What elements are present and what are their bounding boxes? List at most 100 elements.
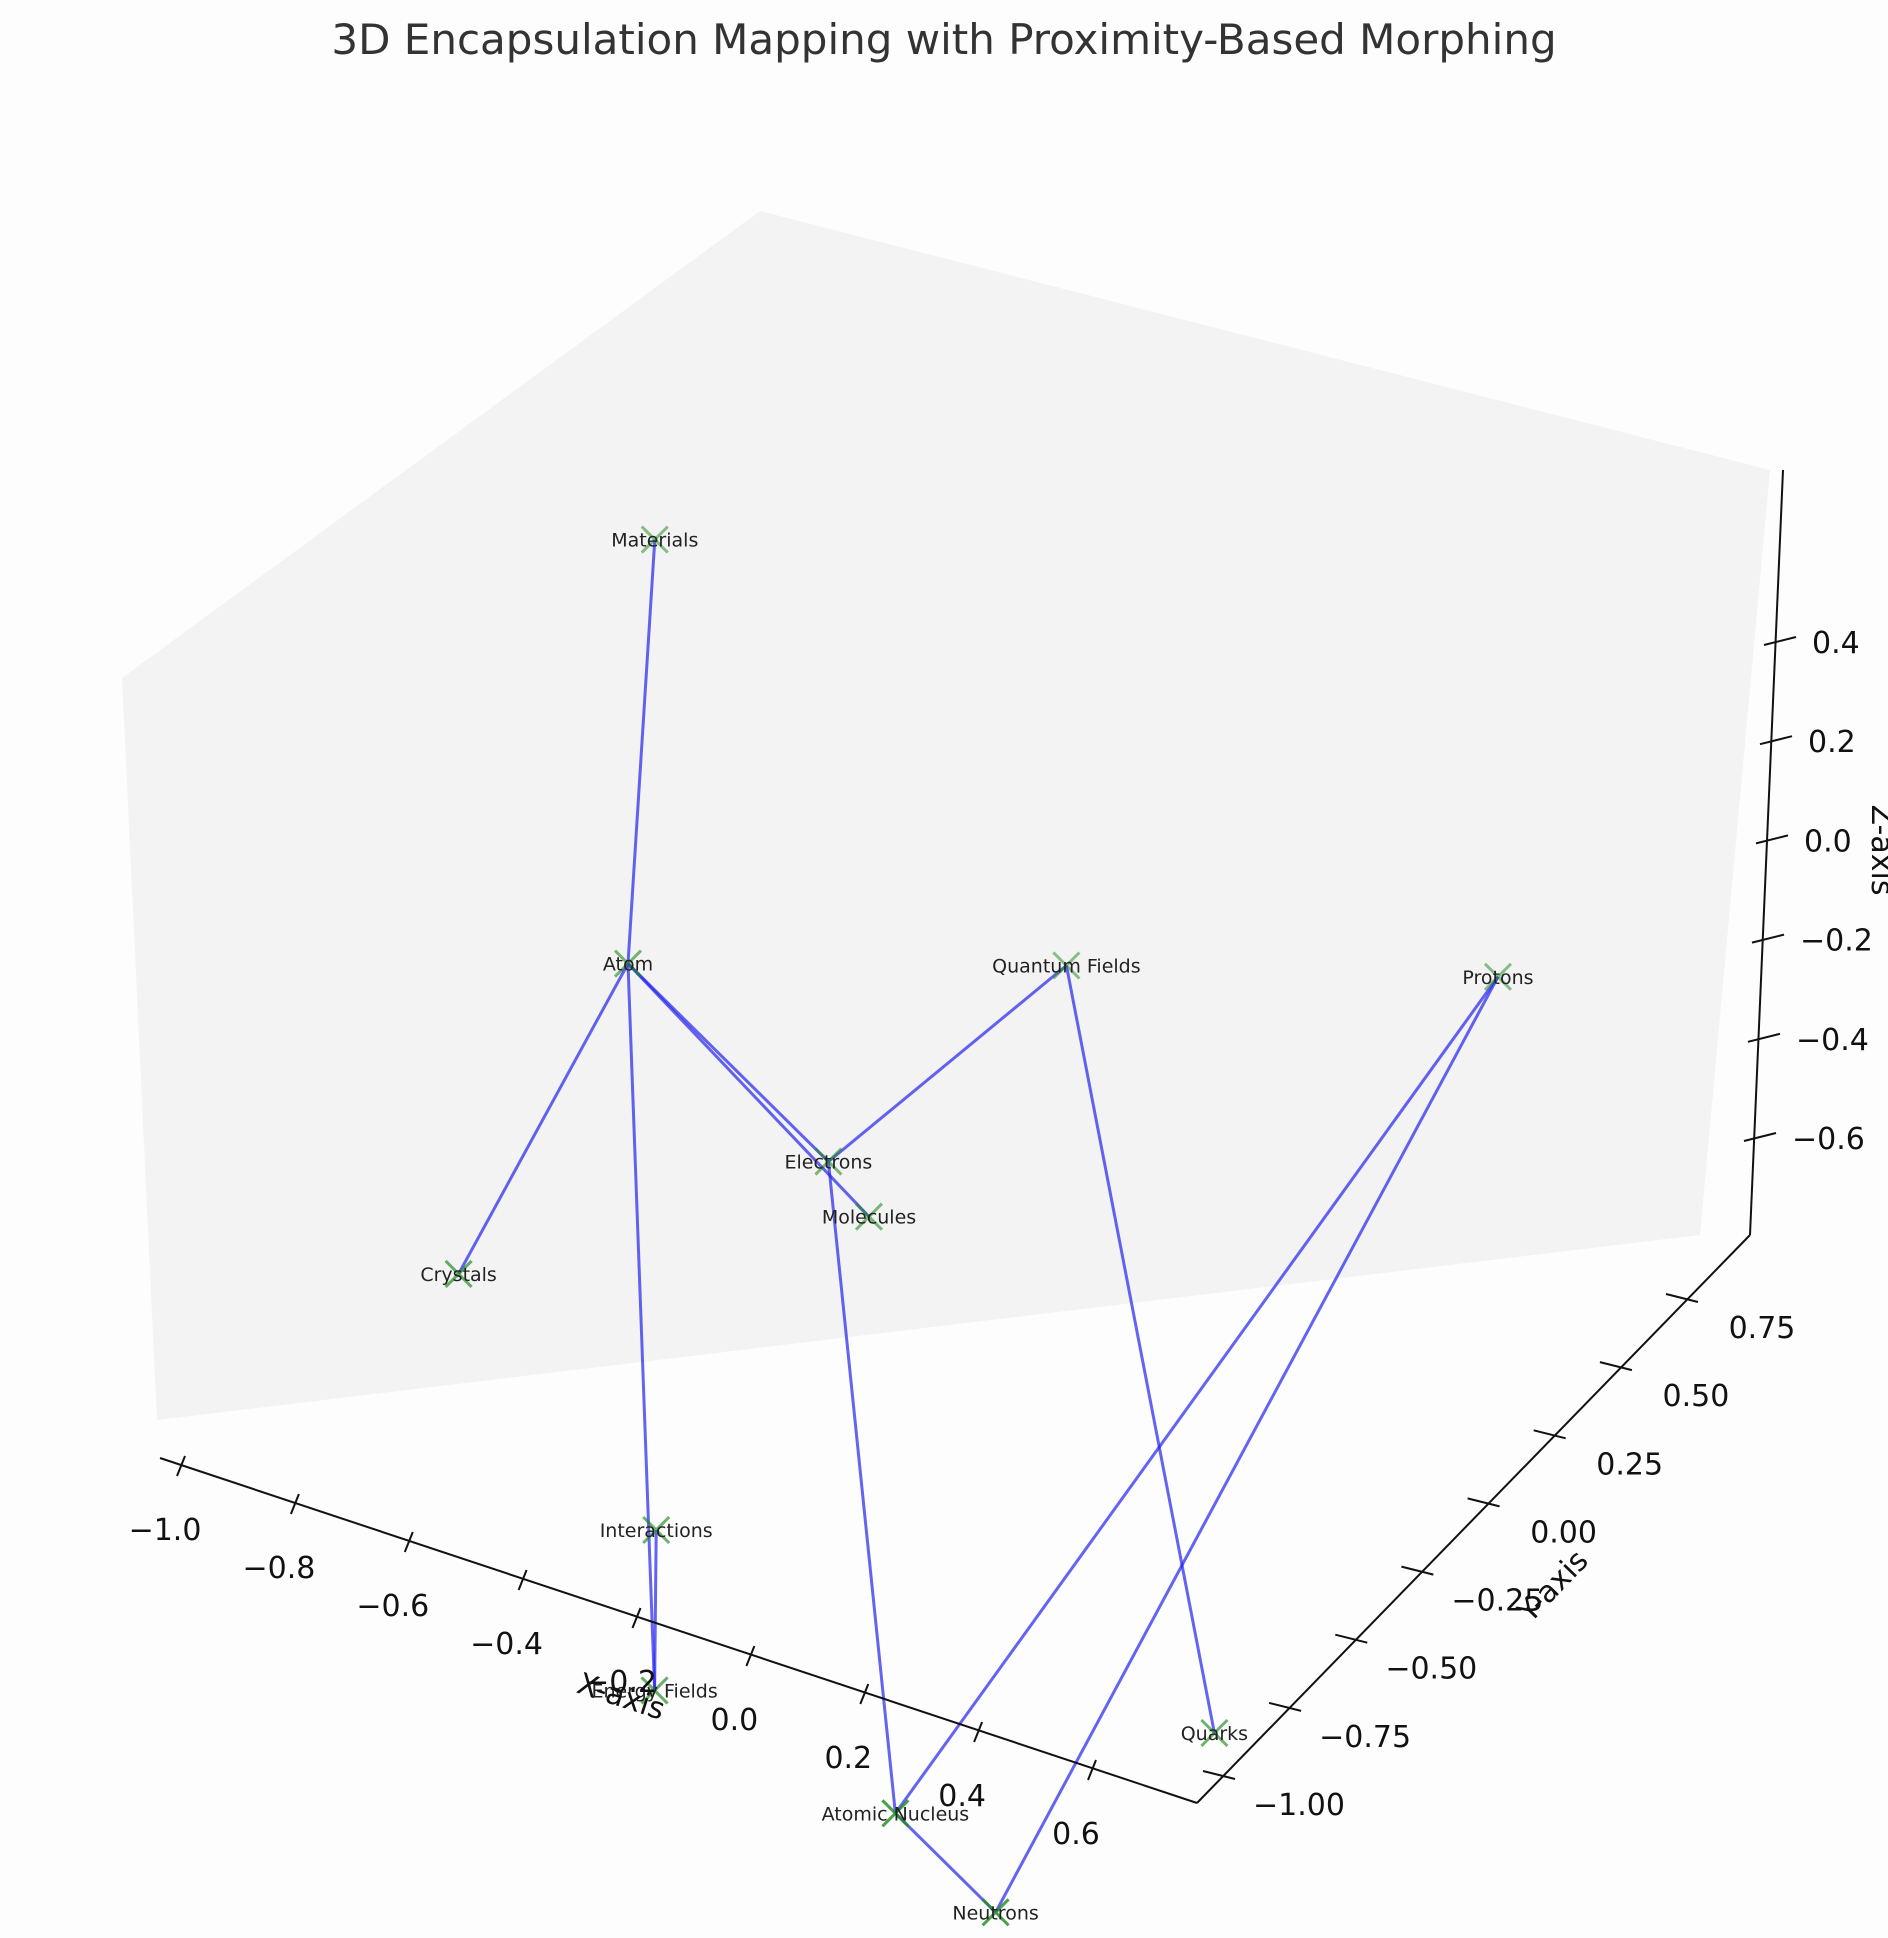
z-tick-label: 0.0 <box>1804 824 1852 859</box>
node-marker <box>444 1259 473 1288</box>
x-ticks: −1.0 −0.8 −0.6 −0.4 −0.2 0.0 0.2 0.4 0.6 <box>129 1455 1100 1852</box>
node-quantum-fields: Quantum Fields <box>992 951 1141 980</box>
node-label: Neutrons <box>952 1902 1038 1924</box>
x-tick-label: −1.0 <box>129 1513 202 1548</box>
z-ticks: −0.6 −0.4 −0.2 0.0 0.2 0.4 <box>1743 626 1873 1157</box>
node-label: Crystals <box>420 1264 497 1286</box>
node-label: Protons <box>1462 967 1533 989</box>
x-tick-mark <box>973 1721 984 1743</box>
x-tick-mark <box>859 1683 870 1705</box>
node-energy-fields: Energy Fields <box>591 1676 718 1705</box>
edge-atom-to-crystals <box>457 962 630 1275</box>
back-pane <box>122 211 1770 1420</box>
node-label: Atomic Nucleus <box>822 1803 970 1825</box>
edge-materials-to-atom <box>626 539 657 964</box>
x-tick-mark <box>745 1645 756 1667</box>
x-axis-line <box>159 1457 1198 1804</box>
x-tick-mark <box>403 1531 414 1553</box>
z-tick-label: −0.2 <box>1800 924 1873 959</box>
node-atomic-nucleus: Atomic Nucleus <box>822 1799 970 1828</box>
node-marker <box>640 525 669 554</box>
x-tick-mark <box>289 1493 300 1515</box>
node-marker <box>613 949 643 978</box>
x-tick-label: −0.6 <box>356 1589 429 1624</box>
node-marker <box>1483 962 1513 991</box>
node-molecules: Molecules <box>822 1202 916 1231</box>
x-tick-label: 0.6 <box>1052 1817 1100 1852</box>
y-ticks: −1.00 −0.75 −0.50 −0.25 0.00 0.250.50 0.75 <box>1202 1293 1796 1823</box>
x-tick-mark <box>176 1455 186 1477</box>
y-tick-mark <box>1268 1701 1302 1712</box>
edge-protons-to-neutrons <box>994 976 1500 1914</box>
x-tick-label: −0.2 <box>584 1665 657 1700</box>
y-tick-mark <box>1401 1565 1434 1576</box>
node-marker <box>640 1676 669 1705</box>
edge-atomic-nucleus-to-neutrons <box>894 1812 997 1914</box>
x-tick-label: −0.8 <box>242 1551 315 1586</box>
node-label: Atom <box>603 954 653 976</box>
z-tick-mark <box>1763 636 1797 646</box>
node-label: Materials <box>611 530 698 552</box>
y-tick-mark <box>1335 1633 1368 1644</box>
node-marker <box>854 1202 884 1231</box>
z-axis-line <box>1749 469 1784 1236</box>
z-tick-label: −0.6 <box>1792 1122 1865 1157</box>
edges-layer <box>457 539 1500 1914</box>
z-tick-mark <box>1759 735 1793 746</box>
nodes-layer: Materials Atom Crystals Interactions Energy … <box>420 525 1534 1927</box>
y-axis-line <box>1196 1234 1751 1804</box>
node-label: Energy Fields <box>591 1680 717 1702</box>
node-label: Quantum Fields <box>992 956 1140 978</box>
x-tick-label: −0.4 <box>470 1627 543 1662</box>
node-protons: Protons <box>1462 962 1534 991</box>
z-tick-label: −0.4 <box>1796 1023 1869 1058</box>
y-tick-mark <box>1665 1293 1699 1303</box>
edge-atomic-nucleus-to-protons <box>894 975 1500 1815</box>
node-crystals: Crystals <box>420 1259 497 1288</box>
z-tick-label: 0.4 <box>1812 626 1860 661</box>
y-tick-label: −0.50 <box>1385 1652 1477 1687</box>
x-tick-label: 0.4 <box>938 1779 986 1814</box>
node-marker <box>1200 1718 1229 1748</box>
node-electrons: Electrons <box>784 1147 872 1176</box>
y-tick-mark <box>1599 1361 1633 1372</box>
edge-electrons-to-atomic-nucleus <box>826 1161 897 1814</box>
y-tick-label: −0.25 <box>1451 1584 1543 1619</box>
y-tick-label: 0.50 <box>1663 1379 1730 1414</box>
x-tick-mark <box>1087 1759 1097 1781</box>
x-tick-label: 0.2 <box>824 1741 872 1776</box>
y-tick-label: −0.75 <box>1319 1720 1411 1755</box>
node-interactions: Interactions <box>600 1515 713 1545</box>
node-label: Electrons <box>784 1152 872 1174</box>
node-marker <box>1052 951 1081 980</box>
node-label: Molecules <box>822 1207 916 1229</box>
x-tick-mark <box>517 1569 528 1591</box>
y-tick-mark <box>1467 1497 1500 1508</box>
y-tick-label: 0.75 <box>1729 1311 1796 1346</box>
edge-atom-to-energy-fields <box>626 963 657 1691</box>
edge-quantum-fields-to-quarks <box>1064 965 1216 1734</box>
chart-title: 3D Encapsulation Mapping with Proximity-… <box>331 15 1556 64</box>
z-tick-mark <box>1743 1132 1777 1142</box>
node-marker <box>814 1147 843 1176</box>
x-tick-label: 0.0 <box>711 1703 759 1738</box>
node-atom: Atom <box>603 949 653 978</box>
node-label: Interactions <box>600 1520 713 1542</box>
node-label: Quarks <box>1181 1723 1248 1745</box>
node-marker <box>642 1515 671 1545</box>
y-tick-label: 0.00 <box>1530 1515 1597 1550</box>
edge-interactions-to-energy-fields <box>653 1529 658 1691</box>
node-neutrons: Neutrons <box>952 1898 1039 1927</box>
x-tick-mark <box>631 1607 642 1629</box>
node-marker <box>881 1799 910 1828</box>
z-tick-mark <box>1751 933 1785 944</box>
z-tick-mark <box>1747 1032 1781 1043</box>
z-axis-label: Z-axis <box>1864 805 1888 896</box>
y-tick-mark <box>1533 1429 1566 1440</box>
y-tick-label: −1.00 <box>1253 1788 1345 1823</box>
node-materials: Materials <box>611 525 698 554</box>
y-tick-mark <box>1202 1770 1236 1780</box>
z-tick-mark <box>1755 834 1789 845</box>
